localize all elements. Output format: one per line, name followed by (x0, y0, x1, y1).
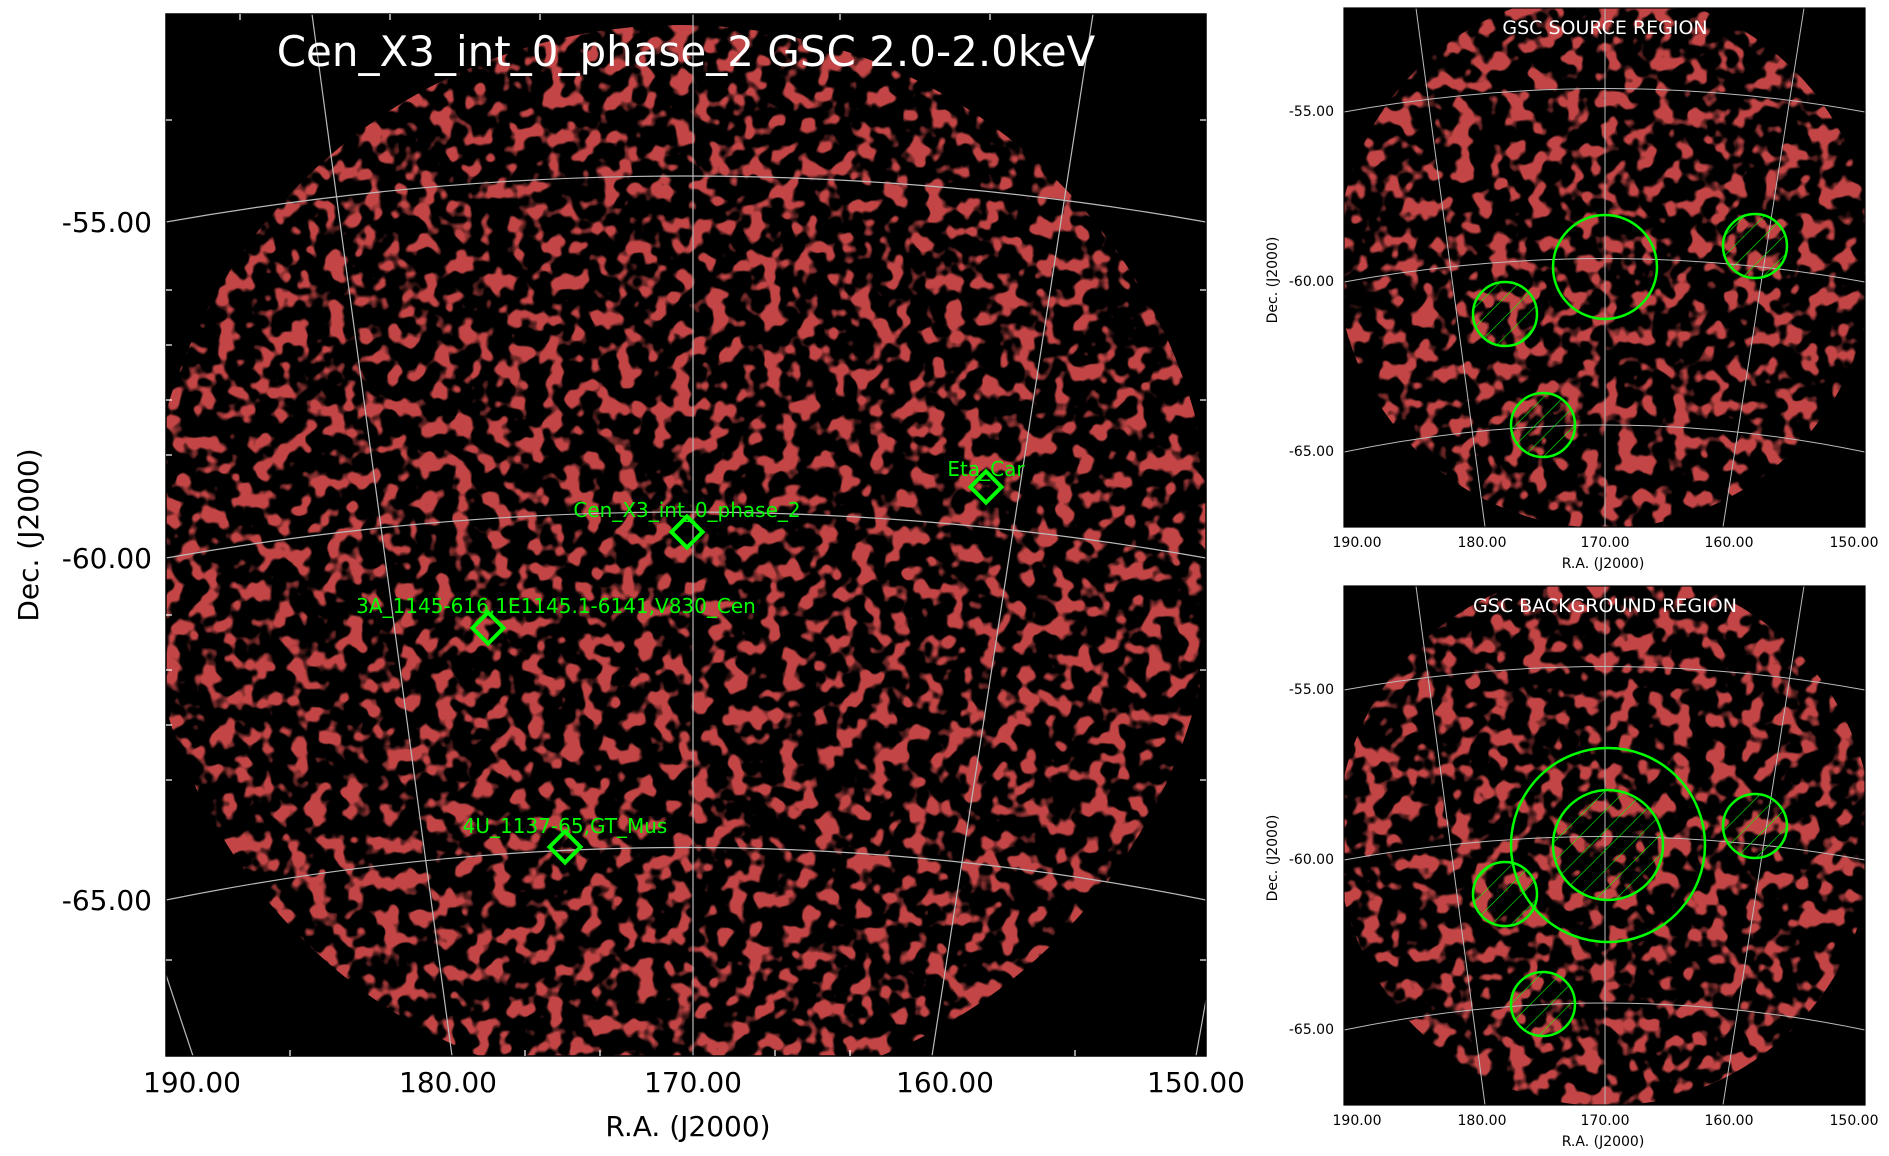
main-xtick: 150.00 (1147, 1066, 1245, 1099)
source-marker-4u-1137: 4U_1137-65,GT_Mus (463, 814, 668, 866)
source-xtick: 160.00 (1705, 535, 1754, 551)
source-ytick: -55.00 (1289, 104, 1334, 120)
excluded-source-4u-1137 (1509, 970, 1577, 1038)
main-ytick: -65.00 (62, 884, 152, 917)
source-panel-title: GSC SOURCE REGION (1502, 17, 1707, 39)
main-xlabel: R.A. (J2000) (605, 1110, 770, 1143)
source-extraction-circle (1551, 213, 1659, 321)
background-ytick: -65.00 (1289, 1022, 1334, 1038)
main-xtick: 170.00 (644, 1066, 742, 1099)
main-ytick: -55.00 (62, 206, 152, 239)
source-marker-cen-x3: Cen_X3_int_0_phase_2 (573, 498, 801, 551)
background-xtick: 190.00 (1333, 1113, 1382, 1129)
background-ytick: -60.00 (1289, 852, 1334, 868)
source-xtick: 150.00 (1830, 535, 1879, 551)
background-region-panel: GSC BACKGROUND REGION -55.00 -60.00 -65.… (1265, 585, 1879, 1150)
main-xtick: 160.00 (896, 1066, 994, 1099)
source-label-eta-car: Eta_Car (947, 457, 1025, 481)
source-marker-eta-car: Eta_Car (947, 457, 1025, 506)
excluded-source-eta-car (1721, 212, 1789, 280)
background-annulus-inner-excluded (1551, 788, 1665, 902)
main-plot-frame (165, 13, 1207, 1057)
background-plot-frame (1343, 585, 1866, 1106)
source-marker-3a-1145: 3A_1145-616,1E1145.1-6141,V830_Cen (356, 594, 756, 647)
background-xtick: 180.00 (1458, 1113, 1507, 1129)
background-ylabel: Dec. (J2000) (1265, 815, 1281, 902)
background-xtick: 160.00 (1705, 1113, 1754, 1129)
background-xtick: 170.00 (1581, 1113, 1630, 1129)
excluded-source-3a-1145 (1471, 280, 1539, 348)
source-xtick: 190.00 (1333, 535, 1382, 551)
background-panel-title: GSC BACKGROUND REGION (1473, 595, 1737, 617)
source-xlabel: R.A. (J2000) (1562, 556, 1645, 572)
source-regions (1471, 212, 1789, 459)
source-label-4u-1137: 4U_1137-65,GT_Mus (463, 814, 668, 838)
main-title: Cen_X3_int_0_phase_2 GSC 2.0-2.0keV (277, 27, 1096, 76)
main-ytick: -60.00 (62, 542, 152, 575)
excluded-source-3a-1145 (1471, 860, 1539, 928)
main-coordinate-grid (166, 14, 1206, 1056)
source-ytick: -65.00 (1289, 444, 1334, 460)
background-ytick: -55.00 (1289, 682, 1334, 698)
background-xtick: 150.00 (1830, 1113, 1879, 1129)
source-plot-frame (1343, 7, 1866, 528)
main-xtick: 180.00 (399, 1066, 497, 1099)
background-xlabel: R.A. (J2000) (1562, 1134, 1645, 1150)
background-regions (1471, 746, 1789, 1038)
main-minor-ticks (166, 14, 1206, 1056)
source-label-3a-1145: 3A_1145-616,1E1145.1-6141,V830_Cen (356, 594, 756, 618)
source-xtick: 180.00 (1458, 535, 1507, 551)
background-annulus-outer (1509, 746, 1707, 944)
main-image-panel: Cen_X3_int_0_phase_2 GSC 2.0-2.0keV Eta_… (12, 13, 1245, 1143)
source-label-cen-x3: Cen_X3_int_0_phase_2 (573, 498, 800, 522)
excluded-source-4u-1137 (1509, 391, 1577, 459)
source-region-panel: GSC SOURCE REGION -55.00 -60.00 -65.00 1… (1265, 7, 1879, 572)
excluded-source-eta-car (1721, 792, 1789, 860)
main-xtick: 190.00 (143, 1066, 241, 1099)
source-ytick: -60.00 (1289, 274, 1334, 290)
main-count-map (166, 25, 1206, 1056)
source-xtick: 170.00 (1581, 535, 1630, 551)
main-ylabel: Dec. (J2000) (12, 448, 45, 621)
source-ylabel: Dec. (J2000) (1265, 237, 1281, 324)
